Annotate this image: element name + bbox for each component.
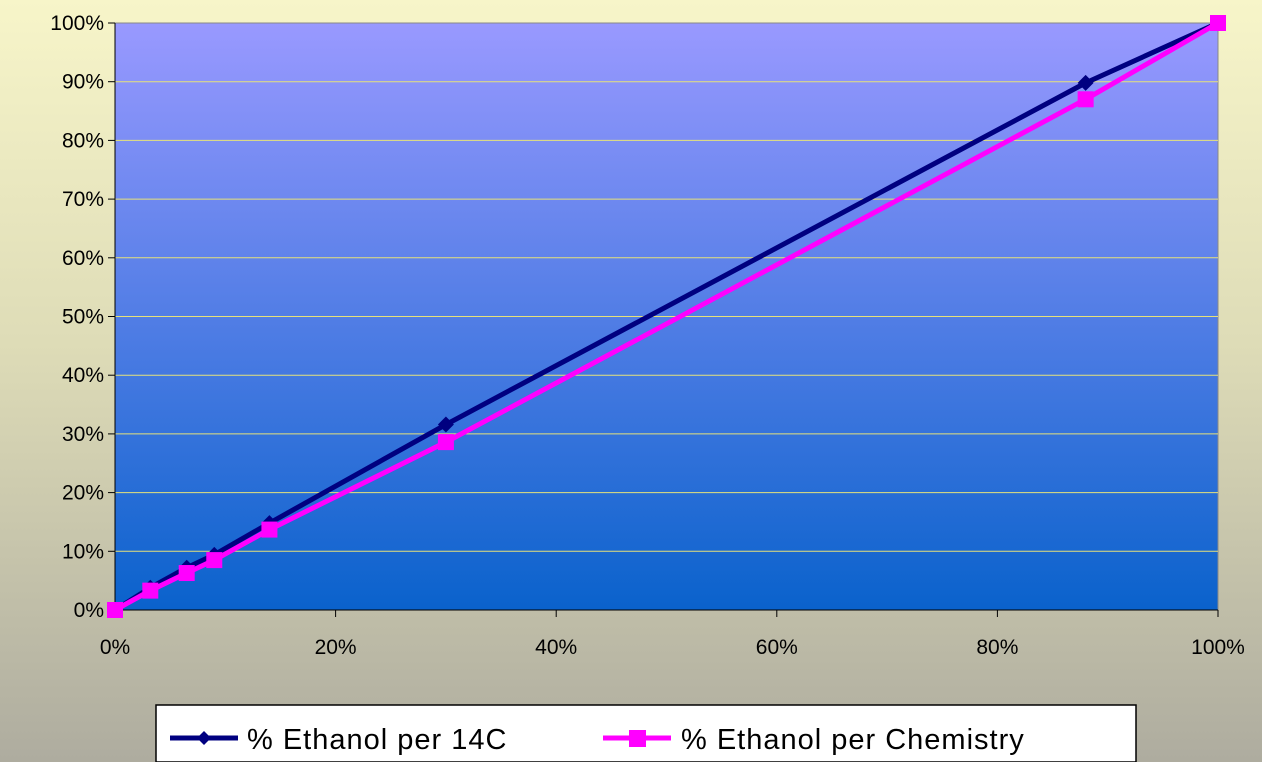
y-tick-label: 90% bbox=[62, 71, 104, 94]
y-tick-label: 80% bbox=[62, 129, 104, 152]
series-layer bbox=[107, 15, 1226, 618]
y-axis: 0% 10% 20% 30% 40% 50% 60% 70% 80% 90% 100% bbox=[50, 12, 116, 622]
y-tick-label: 0% bbox=[74, 599, 104, 622]
y-tick-label: 100% bbox=[50, 12, 104, 35]
x-tick-label: 40% bbox=[535, 636, 577, 659]
data-point-square bbox=[261, 521, 278, 538]
x-tick-label: 100% bbox=[1191, 636, 1245, 659]
data-point-diamond bbox=[1077, 74, 1094, 91]
y-tick-label: 10% bbox=[62, 540, 104, 563]
data-point-square bbox=[437, 434, 454, 451]
data-point-square bbox=[178, 565, 195, 582]
data-point-square bbox=[206, 552, 223, 569]
x-axis: 0% 20% 40% 60% 80% 100% bbox=[100, 609, 1245, 659]
legend-label-series-0: % Ethanol per 14C bbox=[247, 724, 507, 756]
gridlines bbox=[115, 81, 1218, 552]
data-point-square bbox=[1077, 91, 1094, 108]
legend-label-series-1: % Ethanol per Chemistry bbox=[681, 724, 1025, 756]
data-point-square bbox=[107, 602, 123, 618]
data-point-square bbox=[1210, 15, 1226, 31]
data-point-square bbox=[142, 582, 159, 599]
y-tick-label: 70% bbox=[62, 188, 104, 211]
data-point-diamond bbox=[437, 416, 454, 433]
legend: % Ethanol per 14C % Ethanol per Chemistr… bbox=[155, 704, 1137, 762]
y-tick-label: 20% bbox=[62, 482, 104, 505]
legend-marker-diamond-icon bbox=[197, 731, 211, 745]
y-tick-label: 60% bbox=[62, 247, 104, 270]
x-tick-label: 20% bbox=[315, 636, 357, 659]
legend-box bbox=[155, 704, 1137, 762]
x-tick-label: 60% bbox=[756, 636, 798, 659]
x-tick-label: 80% bbox=[976, 636, 1018, 659]
y-tick-label: 50% bbox=[62, 306, 104, 329]
y-tick-label: 40% bbox=[62, 364, 104, 387]
x-tick-label: 0% bbox=[100, 636, 130, 659]
y-tick-label: 30% bbox=[62, 423, 104, 446]
legend-marker-square-icon bbox=[629, 730, 646, 747]
